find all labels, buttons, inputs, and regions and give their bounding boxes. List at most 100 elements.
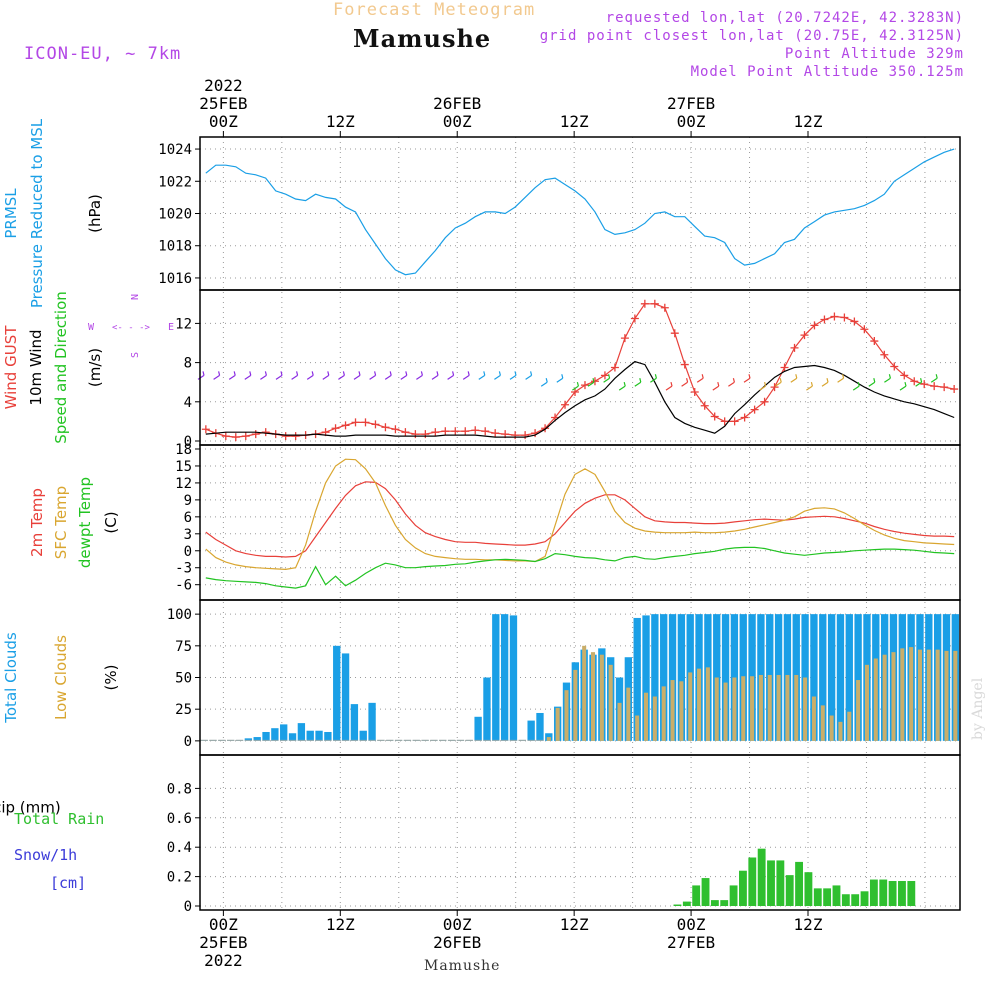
precip-bar xyxy=(682,901,691,906)
clouds-bar xyxy=(253,737,261,741)
precip-bar xyxy=(888,881,897,906)
wind-compass: W E N S <- - -> xyxy=(88,294,174,358)
gust-marker xyxy=(201,425,210,434)
wind-arrow xyxy=(291,371,299,380)
clouds-bar xyxy=(794,674,799,741)
precip-bar xyxy=(785,875,794,906)
temperature-y-tick-label: 12 xyxy=(175,476,192,492)
top-time-label: 12Z xyxy=(794,112,823,131)
clouds-bar xyxy=(909,647,914,741)
bottom-time-label: 2022 xyxy=(204,951,243,970)
pressure-axis-label: Pressure Reduced to MSL xyxy=(28,118,46,308)
footer-location: Mamushe xyxy=(424,958,501,974)
gust-marker xyxy=(680,360,689,369)
clouds-bar xyxy=(590,652,596,741)
clouds-bar xyxy=(767,674,772,741)
clouds-bar xyxy=(244,738,253,741)
precip-frame xyxy=(199,754,961,911)
wind-arrow xyxy=(899,381,907,391)
temperature-series-sfc-temp xyxy=(205,458,955,571)
gust-marker xyxy=(461,427,470,436)
clouds-bar xyxy=(350,739,359,741)
gust-marker xyxy=(561,400,570,409)
time-grid xyxy=(222,137,926,910)
top-time-label: 12Z xyxy=(560,112,589,131)
gust-marker xyxy=(261,428,270,437)
gust-marker xyxy=(491,429,500,438)
gust-marker xyxy=(391,425,400,434)
gust-marker xyxy=(620,334,629,343)
gust-marker xyxy=(730,417,739,426)
gust-marker xyxy=(740,413,749,422)
gust-marker xyxy=(441,427,450,436)
clouds-bar xyxy=(200,739,208,741)
precip-bar xyxy=(907,881,916,906)
clouds-bar xyxy=(271,728,279,741)
precip-bar xyxy=(673,904,682,906)
clouds-bar xyxy=(705,667,710,741)
clouds-bar xyxy=(324,739,332,741)
clouds-bar xyxy=(642,615,650,741)
gust-marker xyxy=(401,428,410,437)
bottom-time-label: 12Z xyxy=(326,915,355,934)
clouds-bar xyxy=(377,739,385,741)
gust-marker xyxy=(850,317,859,326)
clouds-bar xyxy=(803,677,808,741)
pressure-y-tick-label: 1022 xyxy=(158,174,192,190)
clouds-bar xyxy=(714,677,719,741)
clouds-bar xyxy=(847,711,852,741)
clouds-bar xyxy=(527,739,535,741)
gust-marker xyxy=(950,385,959,394)
clouds-bar xyxy=(582,645,587,741)
clouds-bar xyxy=(368,702,376,741)
precip-bar xyxy=(729,885,738,906)
precip-rain-label: Total Rain xyxy=(14,810,104,828)
pressure-series-prmsl xyxy=(205,148,955,276)
gust-marker xyxy=(810,321,819,330)
clouds-bar xyxy=(280,739,288,741)
clouds-bar xyxy=(845,614,853,741)
temperature-y-tick-label: 3 xyxy=(184,527,192,543)
gust-marker xyxy=(860,325,869,334)
top-time-label: 27FEB xyxy=(667,94,715,113)
clouds-bar xyxy=(403,739,412,741)
clouds-bar xyxy=(492,739,500,741)
gust-marker xyxy=(930,382,939,391)
compass-arrows: <- - -> xyxy=(112,323,151,333)
gust-marker xyxy=(840,313,849,322)
clouds-bar xyxy=(573,669,578,741)
clouds-bar xyxy=(599,654,604,741)
temperature-frame xyxy=(199,444,961,601)
gust-marker xyxy=(431,428,440,437)
gust-marker xyxy=(940,383,949,392)
precip-panel: 0 0.2 0.4 0.6 0.8 1hr Precip (mm)Total Rain Sn… xyxy=(0,754,961,915)
clouds-bar xyxy=(856,680,861,741)
clouds-axis-label: Low Clouds xyxy=(52,635,70,720)
clouds-bar xyxy=(679,681,684,741)
temperature-y-tick-label: 0 xyxy=(184,544,192,560)
clouds-bar xyxy=(483,677,491,741)
clouds-bar xyxy=(333,645,341,741)
clouds-bar xyxy=(421,739,429,741)
clouds-bar xyxy=(829,715,834,741)
wind-arrow xyxy=(665,381,673,391)
precip-bar xyxy=(813,888,822,906)
wind-arrow xyxy=(712,381,720,391)
clouds-bar xyxy=(315,730,323,741)
precip-bar xyxy=(776,860,785,906)
top-time-label: 00Z xyxy=(209,112,238,131)
gust-marker xyxy=(231,433,240,442)
wind-arrow xyxy=(384,371,392,380)
precip-bar xyxy=(832,885,841,906)
wind-arrow xyxy=(416,371,423,380)
clouds-panel: 0 25 50 75 100 Total Clouds Low Clouds (%) xyxy=(2,599,961,756)
gust-marker xyxy=(710,412,719,421)
model-label: ICON-EU, ~ 7km xyxy=(24,44,182,64)
clouds-bar xyxy=(882,654,887,741)
clouds-bar xyxy=(306,730,314,741)
wind-arrow xyxy=(884,374,891,383)
gust-marker xyxy=(600,371,609,380)
clouds-bar xyxy=(810,614,818,741)
